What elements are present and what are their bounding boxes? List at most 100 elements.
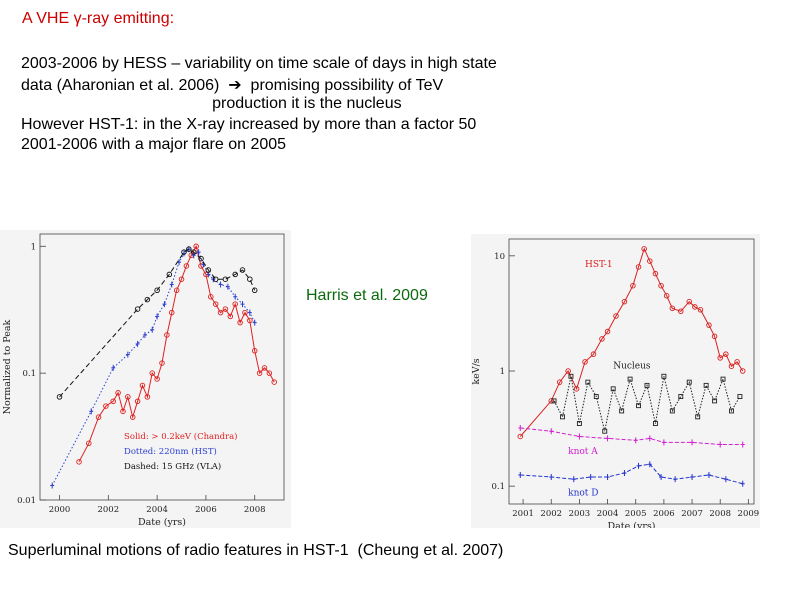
data-point — [652, 421, 658, 426]
data-point — [173, 287, 180, 294]
data-point — [695, 414, 701, 420]
data-point — [208, 294, 214, 300]
x-axis-label: Date (yrs) — [608, 521, 656, 528]
data-point — [190, 249, 197, 255]
normalized-lightcurve-chart: 2000 2002 2004 2006 2008 0.01 0.1 1 Date (yrs) No… — [0, 230, 291, 528]
data-point — [551, 398, 557, 404]
data-point — [548, 398, 554, 404]
data-point — [103, 403, 109, 409]
y-tick-label: 1 — [31, 242, 36, 252]
y-axis-label: keV/s — [471, 358, 482, 384]
data-point — [658, 282, 664, 289]
x-tick-label: 2008 — [709, 509, 731, 519]
data-point — [697, 307, 704, 313]
series-label-nucleus: Nucleus — [613, 362, 651, 372]
data-point — [599, 336, 605, 342]
data-point — [76, 459, 82, 465]
data-point — [652, 270, 659, 277]
x-tick-label: 2005 — [625, 509, 647, 519]
data-point — [222, 276, 229, 282]
data-point — [186, 246, 192, 252]
y-tick-label: 1 — [500, 367, 505, 377]
series-line-nucleus — [553, 376, 741, 432]
series-line-vla-15-ghz — [59, 248, 256, 398]
plot-frame — [508, 238, 755, 505]
data-point — [619, 408, 625, 414]
body-line-2: data (Aharonian et al. 2006) ➔ promising… — [21, 77, 444, 94]
data-point — [198, 255, 204, 262]
hst1-lightcurve-chart: 2001 2002 2003 2004 2005 2006 2007 2008 2009 0.1 1… — [471, 234, 760, 528]
data-point — [560, 414, 565, 420]
data-point — [154, 376, 160, 382]
data-point — [717, 355, 723, 361]
data-point — [144, 394, 151, 400]
x-tick-label: 2002 — [540, 509, 562, 519]
y-tick-label: 0.1 — [22, 369, 36, 379]
x-tick-label: 2007 — [681, 509, 703, 519]
y-tick-label: 0.01 — [17, 496, 36, 506]
x-tick-label: 2004 — [597, 509, 619, 519]
data-point — [95, 414, 102, 420]
data-point — [164, 332, 170, 338]
x-tick-label: 2009 — [738, 509, 760, 519]
chart-background — [0, 230, 291, 528]
data-point — [242, 309, 248, 316]
data-point — [556, 379, 563, 385]
data-point — [669, 408, 675, 414]
x-tick-label: 2004 — [146, 505, 168, 515]
data-point — [602, 428, 608, 434]
data-point — [159, 360, 165, 366]
data-point — [635, 264, 642, 270]
data-point — [183, 263, 190, 269]
data-point — [568, 373, 574, 379]
data-point — [604, 328, 611, 335]
legend-entry: Dotted: 220nm (HST) — [124, 446, 217, 457]
data-point — [711, 333, 718, 340]
body-line-1: 2003-2006 by HESS – variability on time … — [21, 55, 497, 72]
data-point — [134, 398, 141, 405]
data-point — [636, 403, 641, 409]
plot-frame — [39, 233, 285, 501]
data-point — [154, 287, 160, 294]
x-tick-label: 2003 — [569, 509, 591, 519]
data-point — [193, 243, 199, 250]
data-point — [661, 373, 667, 379]
y-tick-label: 0.1 — [491, 482, 505, 492]
x-tick-label: 2006 — [195, 505, 217, 515]
x-axis-label: Date (yrs) — [138, 517, 186, 528]
data-point — [582, 359, 588, 365]
data-point — [720, 376, 726, 382]
data-point — [641, 246, 647, 252]
data-point — [120, 408, 126, 415]
data-point — [739, 368, 746, 374]
data-point — [251, 287, 258, 294]
data-point — [686, 298, 692, 305]
data-point — [261, 365, 268, 371]
data-point — [669, 305, 676, 312]
x-tick-label: 2008 — [244, 505, 266, 515]
data-point — [217, 309, 224, 316]
body-line-3: production it is the nucleus — [21, 95, 402, 112]
data-point — [144, 296, 151, 303]
data-point — [692, 304, 698, 310]
data-point — [110, 398, 116, 405]
data-point — [737, 394, 743, 399]
x-tick-label: 2006 — [653, 509, 675, 519]
data-point — [212, 301, 219, 307]
x-tick-label: 2000 — [49, 505, 71, 515]
data-point — [266, 370, 273, 376]
series-label-knot-a: knot A — [568, 447, 598, 457]
body-line-5: 2001-2006 with a major flare on 2005 — [21, 136, 287, 153]
data-point — [212, 276, 219, 282]
data-point — [149, 370, 155, 376]
legend-entry: Dashed: 15 GHz (VLA) — [124, 461, 221, 472]
data-point — [247, 317, 253, 324]
data-point — [706, 322, 712, 328]
legend-entry: Solid: > 0.2keV (Chandra) — [124, 431, 237, 442]
series-label-knot-d: knot D — [568, 488, 598, 498]
data-point — [590, 351, 597, 357]
data-point — [613, 313, 619, 319]
data-point — [644, 382, 650, 388]
data-point — [678, 394, 684, 399]
data-point — [728, 363, 735, 369]
